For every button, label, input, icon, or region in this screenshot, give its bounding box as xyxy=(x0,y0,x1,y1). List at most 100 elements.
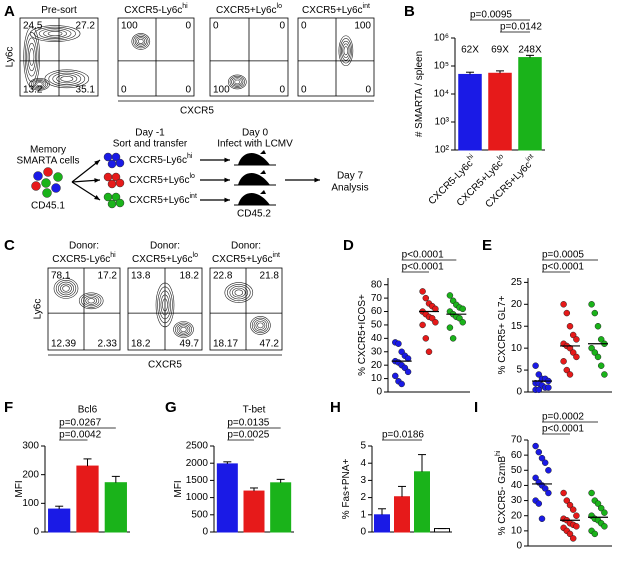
contour xyxy=(56,74,78,84)
dot xyxy=(398,380,405,388)
contour xyxy=(29,78,50,91)
x-tick-label: CXCR5+Ly6cint xyxy=(482,153,539,210)
dot xyxy=(597,336,605,343)
p-value: p=0.0025 xyxy=(227,430,269,441)
flow-title-main: CXCR5+Ly6c xyxy=(302,5,363,16)
population-label: CXCR5+Ly6clo xyxy=(129,173,195,186)
dot xyxy=(446,292,454,299)
dot xyxy=(545,489,552,497)
bar xyxy=(518,57,542,151)
population-label-sup: int xyxy=(190,193,197,200)
contour xyxy=(234,79,241,85)
arrow xyxy=(71,159,101,183)
dot xyxy=(541,485,549,492)
bar xyxy=(488,72,512,151)
quadrant-value: 13.8 xyxy=(131,271,151,282)
contour xyxy=(231,77,244,87)
y-tick-label: 60 xyxy=(511,450,523,461)
bar xyxy=(394,496,410,533)
diagram-text: CD45.1 xyxy=(31,201,65,212)
y-axis-label: % CXCR5+ GL7+ xyxy=(497,295,508,374)
p-value: p=0.0142 xyxy=(500,22,542,33)
quadrant-value: 100 xyxy=(213,85,230,96)
panel-letter: B xyxy=(404,3,415,20)
contour xyxy=(133,34,149,49)
quadrant-value: 27.2 xyxy=(76,21,96,32)
contour xyxy=(30,79,48,90)
population-label: CXCR5-Ly6chi xyxy=(129,153,193,166)
quadrant-value: 78.1 xyxy=(51,271,71,282)
diagram-text: Analysis xyxy=(331,183,368,194)
cell-icon xyxy=(115,158,125,168)
y-tick-label: 0 xyxy=(202,527,208,538)
diagram-text: CD45.2 xyxy=(237,209,271,220)
y-tick-label: 10⁶ xyxy=(434,33,449,44)
flow-title-sup: int xyxy=(363,3,370,10)
y-tick-label: 20 xyxy=(511,510,523,521)
contour xyxy=(85,296,98,305)
y-tick-label: 10⁵ xyxy=(434,61,449,72)
y-tick-label: 2000 xyxy=(186,458,209,469)
flow-title: CXCR5-Ly6chi xyxy=(124,3,188,16)
fold-annotation: 62X xyxy=(461,45,479,56)
cell-icon xyxy=(51,183,61,193)
dot xyxy=(601,371,608,378)
cell-icon xyxy=(115,178,125,188)
y-tick-label: 20 xyxy=(511,299,523,310)
cell-icon xyxy=(103,172,113,182)
y-tick-label: 10³ xyxy=(435,117,450,128)
contour xyxy=(257,322,264,329)
contour xyxy=(251,317,269,334)
diagram-text: SMARTA cells xyxy=(17,156,80,167)
quadrant-value: 0 xyxy=(185,21,191,32)
quadrant-value: 21.8 xyxy=(260,271,280,282)
x-axis-label: CXCR5 xyxy=(180,106,214,117)
contour xyxy=(52,72,82,85)
dot xyxy=(395,340,402,347)
contour xyxy=(44,69,90,89)
dot xyxy=(601,509,608,516)
arrow-head xyxy=(94,178,100,183)
contour xyxy=(134,35,147,47)
flow-title: CXCR5-Ly6chi xyxy=(52,252,116,265)
dot xyxy=(594,500,602,507)
y-axis-label-main: % Fas+PNA+ xyxy=(341,459,352,520)
quadrant-value: 0 xyxy=(213,21,219,32)
panel-letter: C xyxy=(4,237,15,254)
flow-title: Pre-sort xyxy=(41,5,77,16)
dot xyxy=(422,335,430,342)
contour xyxy=(224,282,254,303)
y-tick-label: 20 xyxy=(371,360,383,371)
dot xyxy=(446,324,454,331)
dot xyxy=(425,348,433,356)
dot xyxy=(566,344,574,352)
dot xyxy=(541,459,549,466)
dot xyxy=(404,368,412,376)
dot xyxy=(535,386,543,394)
diagram-text: Infect with LCMV xyxy=(217,139,293,150)
flow-title-sup: hi xyxy=(182,3,188,10)
cell-icon xyxy=(103,192,113,202)
bar xyxy=(104,482,127,533)
y-axis-label: Ly6c xyxy=(5,47,16,68)
y-tick-label: 10² xyxy=(435,145,450,156)
y-tick-label: 10 xyxy=(511,343,523,354)
diagram-text: Day 7 xyxy=(337,171,364,182)
bar xyxy=(76,465,99,533)
dot xyxy=(566,530,574,538)
flow-title-sup: hi xyxy=(110,252,116,259)
dot xyxy=(573,512,580,519)
y-tick-label: 100 xyxy=(22,498,39,509)
y-axis-label-main: MFI xyxy=(14,480,25,497)
dot xyxy=(569,535,577,542)
x-axis-label: CXCR5 xyxy=(148,360,182,371)
contour xyxy=(137,38,144,44)
y-tick-label: 0 xyxy=(516,387,522,398)
y-tick-label: 30 xyxy=(371,346,383,357)
dot xyxy=(560,489,567,497)
contour xyxy=(60,76,74,82)
cell-icon xyxy=(33,171,43,181)
contour xyxy=(83,295,100,307)
flow-title: CXCR5+Ly6cint xyxy=(302,3,370,16)
